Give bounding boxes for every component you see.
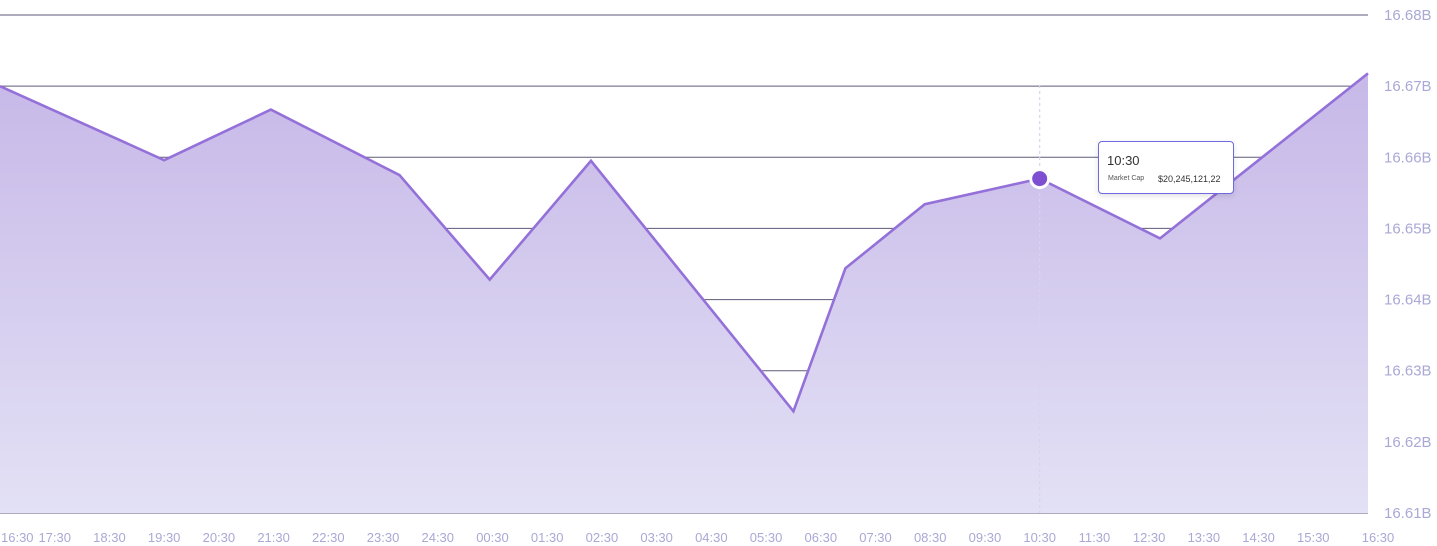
tooltip-time: 10:30	[1107, 153, 1140, 168]
x-tick-label: 01:30	[531, 530, 564, 545]
y-tick-label: 16.64B	[1384, 292, 1432, 309]
y-tick-label: 16.68B	[1384, 7, 1432, 24]
x-tick-label: 21:30	[257, 530, 290, 545]
tooltip-label: Market Cap	[1108, 175, 1145, 182]
x-tick-label: 09:30	[969, 530, 1002, 545]
x-tick-label: 03:30	[640, 530, 673, 545]
x-tick-label: 06:30	[805, 530, 838, 545]
y-tick-label: 16.66B	[1384, 149, 1432, 166]
x-tick-label: 24:30	[421, 530, 454, 545]
y-axis-ticks: 16.68B 16.67B 16.66B 16.65B 16.64B 16.63B 16.6…	[1384, 7, 1432, 522]
x-tick-label: 15:30	[1297, 530, 1330, 545]
area-fill-path	[0, 73, 1368, 513]
tooltip-value: $20,245,121,22	[1158, 174, 1221, 184]
x-tick-label: 19:30	[148, 530, 181, 545]
x-tick-label: 11:30	[1079, 530, 1111, 545]
hover-indicator	[1029, 85, 1051, 513]
x-tick-label: 10:30	[1023, 530, 1056, 545]
y-tick-label: 16.62B	[1384, 434, 1432, 451]
x-tick-label: 05:30	[750, 530, 783, 545]
x-tick-label: 13:30	[1188, 530, 1221, 545]
x-tick-label: 17:30	[38, 530, 71, 545]
x-tick-label: 07:30	[859, 530, 892, 545]
y-tick-label: 16.67B	[1384, 78, 1432, 95]
x-tick-label: 08:30	[914, 530, 947, 545]
x-tick-label: 02:30	[586, 530, 619, 545]
y-tick-label: 16.61B	[1384, 505, 1432, 522]
x-tick-label: 16:30	[1, 530, 34, 545]
hover-point-marker[interactable]	[1029, 168, 1051, 190]
y-tick-label: 16.63B	[1384, 363, 1432, 380]
x-tick-label: 00:30	[476, 530, 509, 545]
x-tick-label: 12:30	[1133, 530, 1166, 545]
data-tooltip: 10:30 Market Cap $20,245,121,22	[1098, 141, 1234, 194]
x-axis-ticks: 16:30 17:30 18:30 19:30 20:30 21:30 22:30 23:30…	[1, 530, 1394, 545]
x-tick-label: 18:30	[93, 530, 126, 545]
x-tick-label: 14:30	[1242, 530, 1275, 545]
x-tick-label: 23:30	[367, 530, 400, 545]
y-tick-label: 16.65B	[1384, 220, 1432, 237]
x-tick-label: 22:30	[312, 530, 345, 545]
series-line-group	[0, 72, 1369, 414]
area-fill	[0, 73, 1368, 513]
x-tick-label: 16:30	[1362, 530, 1395, 545]
x-tick-label: 04:30	[695, 530, 728, 545]
x-tick-label: 20:30	[203, 530, 236, 545]
series-line	[0, 72, 1369, 414]
